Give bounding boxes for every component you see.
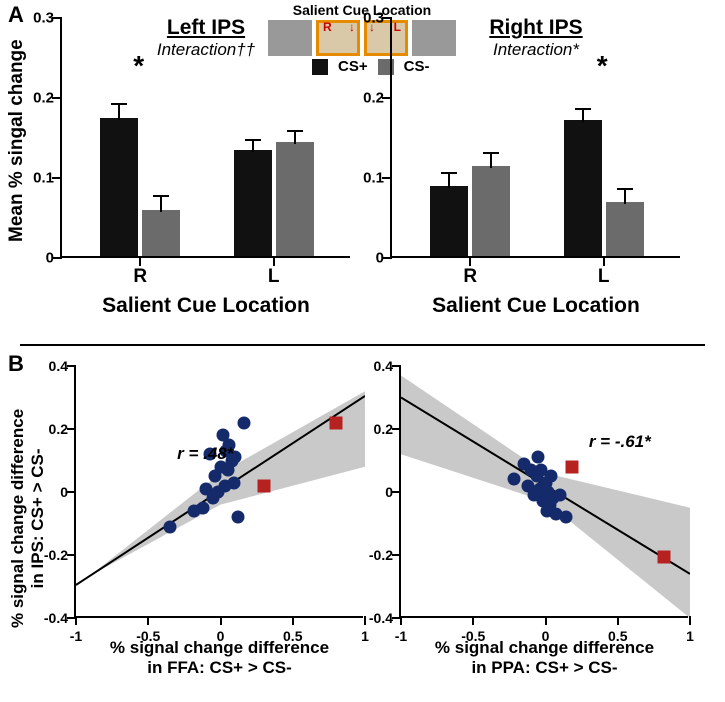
bar-subchart: 00.10.20.3Right IPSInteraction*RL*Salien…	[390, 18, 680, 258]
ytick-label: 0	[46, 250, 54, 267]
ytick-label: -0.2	[44, 547, 68, 563]
ytick-label: 0.1	[363, 170, 384, 187]
subchart-title: Left IPS	[167, 16, 245, 40]
subchart-subtitle: Interaction*	[493, 40, 579, 60]
data-point-circle	[507, 473, 520, 486]
data-point-circle	[163, 520, 176, 533]
panel-b: B % signal change differencein IPS: CS+ …	[0, 348, 725, 702]
data-point-circle	[231, 511, 244, 524]
xtick-label: 1	[361, 628, 369, 644]
data-point-circle	[559, 511, 572, 524]
bar	[142, 210, 180, 256]
ytick-label: 0.1	[33, 170, 54, 187]
xaxis-title: % signal change differencein PPA: CS+ > …	[415, 638, 675, 678]
panel-a-label: A	[8, 2, 24, 28]
ytick-label: 0	[60, 484, 68, 500]
panel-divider	[20, 344, 705, 346]
xaxis-title: Salient Cue Location	[432, 294, 640, 318]
bar	[234, 150, 272, 256]
chart-a-container: 00.10.20.3Left IPSInteraction††RL*Salien…	[60, 18, 680, 258]
correlation-label: r = -.61*	[589, 432, 651, 452]
xtick-label: 1	[686, 628, 694, 644]
ytick-label: 0.2	[374, 421, 393, 437]
correlation-label: r = .48*	[177, 444, 233, 464]
xaxis-title: Salient Cue Location	[102, 294, 310, 318]
panel-b-label: B	[8, 351, 24, 377]
data-point-square	[657, 550, 670, 563]
data-point-circle	[553, 489, 566, 502]
data-point-circle	[532, 451, 545, 464]
xtick-label: R	[133, 266, 147, 288]
ytick-label: 0.2	[49, 421, 68, 437]
xtick-label: -1	[70, 628, 82, 644]
xtick-label: L	[268, 266, 280, 288]
data-point-circle	[237, 416, 250, 429]
panel-a: A Mean % singal change Salient Cue Locat…	[0, 0, 725, 345]
xaxis-title: % signal change differencein FFA: CS+ > …	[90, 638, 350, 678]
xtick-label: -1	[395, 628, 407, 644]
panel-b-ylabel: % signal change differencein IPS: CS+ > …	[8, 409, 48, 628]
data-point-circle	[197, 501, 210, 514]
scatter-subchart: -0.4-0.200.20.4-1-0.500.51r = .48*% sign…	[74, 366, 363, 618]
bar	[564, 120, 602, 256]
data-point-circle	[545, 470, 558, 483]
panel-a-ylabel: Mean % singal change	[6, 39, 28, 242]
bar-subchart: 00.10.20.3Left IPSInteraction††RL*Salien…	[60, 18, 350, 258]
data-point-square	[565, 460, 578, 473]
bar	[430, 186, 468, 256]
ytick-label: 0.3	[363, 10, 384, 27]
subchart-title: Right IPS	[489, 16, 582, 40]
bar	[606, 202, 644, 256]
bar	[100, 118, 138, 256]
data-point-square	[257, 479, 270, 492]
chart-b-container: -0.4-0.200.20.4-1-0.500.51r = .48*% sign…	[74, 366, 688, 618]
ytick-label: 0	[385, 484, 393, 500]
bar	[472, 166, 510, 256]
ytick-label: 0	[376, 250, 384, 267]
xtick-label: R	[463, 266, 477, 288]
subchart-subtitle: Interaction††	[157, 40, 255, 60]
cue-title: Salient Cue Location	[262, 2, 462, 18]
data-point-circle	[227, 476, 240, 489]
ytick-label: -0.2	[369, 547, 393, 563]
scatter-subchart: -0.4-0.200.20.4-1-0.500.51r = -.61*% sig…	[399, 366, 688, 618]
figure: A Mean % singal change Salient Cue Locat…	[0, 0, 725, 345]
ytick-label: 0.4	[374, 358, 393, 374]
ytick-label: 0.3	[33, 10, 54, 27]
ytick-label: 0.4	[49, 358, 68, 374]
significance-star: *	[597, 50, 608, 82]
significance-star: *	[133, 50, 144, 82]
ytick-label: -0.4	[369, 610, 393, 626]
ytick-label: 0.2	[33, 90, 54, 107]
ytick-label: 0.2	[363, 90, 384, 107]
data-point-square	[330, 416, 343, 429]
bar	[276, 142, 314, 256]
xtick-label: L	[598, 266, 610, 288]
ytick-label: -0.4	[44, 610, 68, 626]
